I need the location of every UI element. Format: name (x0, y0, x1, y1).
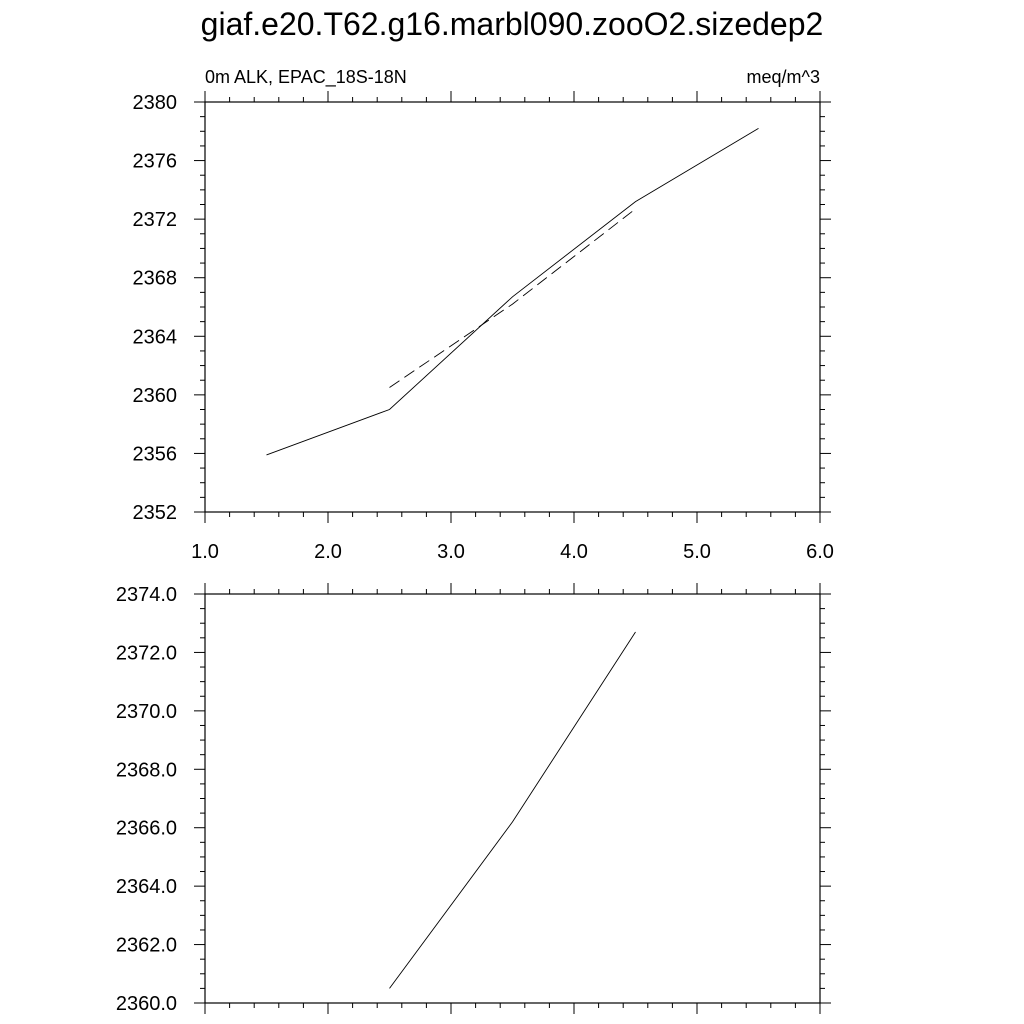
top-x-tick-label: 5.0 (683, 541, 711, 563)
top-y-tick-label: 2356 (133, 443, 178, 465)
top-panel: 1.0 2.0 3.0 4.0 5.0 6.0 2352 2356 2360 2364 2368 23… (133, 67, 834, 563)
right-string: meq/m^3 (747, 67, 820, 87)
top-plot-frame (204, 101, 821, 513)
top-x-tick-label: 6.0 (806, 541, 834, 563)
top-x-tick-label: 1.0 (191, 541, 219, 563)
top-y-tick-label: 2376 (133, 151, 178, 173)
top-x-tick-label: 2.0 (314, 541, 342, 563)
top-x-tick-label: 4.0 (560, 541, 588, 563)
bottom-plot-frame (204, 593, 821, 1004)
top-y-tick-label: 2352 (133, 502, 178, 524)
top-x-tick-label: 3.0 (437, 541, 465, 563)
bottom-y-tick-label: 2360.0 (116, 993, 177, 1015)
bottom-y-tick-label: 2368.0 (116, 759, 177, 781)
top-y-tick-label: 2368 (133, 268, 178, 290)
top-y-tick-label: 2360 (133, 385, 178, 407)
top-y-tick-label: 2372 (133, 209, 178, 231)
bottom-y-tick-label: 2366.0 (116, 818, 177, 840)
bottom-series-solid-line (389, 631, 636, 989)
bottom-y-tick-label: 2370.0 (116, 701, 177, 723)
top-y-tick-label: 2364 (133, 326, 178, 348)
bottom-y-tick-label: 2372.0 (116, 642, 177, 664)
top-series-dashed-line (389, 208, 636, 388)
bottom-y-tick-label: 2362.0 (116, 935, 177, 957)
bottom-y-tick-label: 2364.0 (116, 876, 177, 898)
top-y-tick-label: 2380 (133, 92, 178, 114)
page-title: giaf.e20.T62.g16.marbl090.zooO2.sizedep2 (200, 6, 824, 42)
bottom-y-tick-label: 2374.0 (116, 584, 177, 606)
top-series-solid-line (266, 128, 759, 456)
bottom-panel: 2360.0 2362.0 2364.0 2366.0 2368.0 2370.0 2372… (116, 583, 831, 1015)
left-string: 0m ALK, EPAC_18S-18N (205, 67, 407, 88)
